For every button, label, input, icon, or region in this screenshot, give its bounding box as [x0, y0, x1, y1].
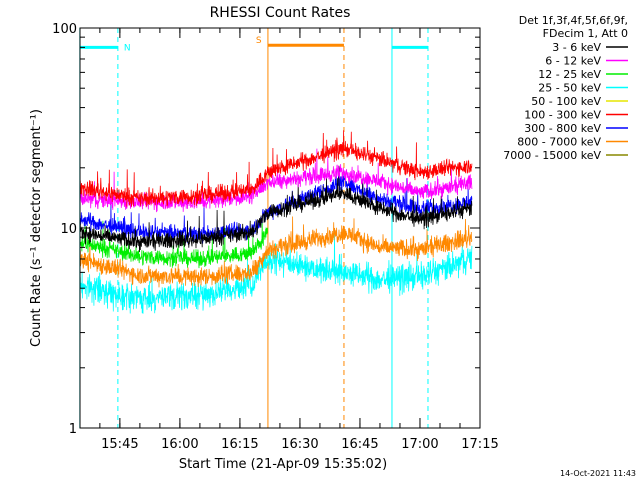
legend-label: 300 - 800 keV [524, 122, 601, 135]
legend-label: 3 - 6 keV [552, 41, 601, 54]
annotation-label: N [124, 43, 131, 53]
x-tick-label: 16:00 [161, 437, 198, 452]
series-line [79, 165, 473, 253]
annotation-label: S [256, 36, 262, 46]
y-tick-label: 10 [60, 222, 77, 237]
legend-label: 50 - 100 keV [531, 95, 601, 108]
x-axis-label: Start Time (21-Apr-09 15:35:02) [179, 457, 387, 472]
x-tick-label: 17:15 [461, 437, 498, 452]
timestamp: 14-Oct-2021 11:43 [560, 469, 636, 478]
series-line [79, 216, 473, 288]
series-line [79, 220, 269, 269]
x-tick-label: 16:45 [341, 437, 378, 452]
legend-label: 7000 - 15000 keV [503, 149, 601, 162]
legend-label: 100 - 300 keV [524, 109, 601, 122]
series-line [79, 130, 473, 207]
chart-title: RHESSI Count Rates [210, 5, 351, 21]
series-line [79, 148, 473, 213]
y-tick-label: 1 [69, 422, 77, 437]
legend-label: 800 - 7000 keV [517, 136, 601, 149]
plot-frame [79, 27, 481, 429]
plot-area [79, 130, 473, 314]
legend-label: 6 - 12 keV [545, 55, 601, 68]
x-tick-label: 17:00 [401, 437, 438, 452]
legend-label: 25 - 50 keV [538, 82, 601, 95]
x-tick-label: 15:45 [101, 437, 138, 452]
x-tick-label: 16:15 [221, 437, 258, 452]
y-tick-label: 100 [52, 22, 77, 37]
legend-label: 12 - 25 keV [538, 68, 601, 81]
y-axis-label: Count Rate (s⁻¹ detector segment⁻¹) [29, 109, 44, 347]
legend-header-line-1: Det 1f,3f,4f,5f,6f,9f, [519, 14, 628, 27]
axes: 1 10 100 15:45 16:00 16:15 16:30 16:45 17:00 17:1… [52, 22, 499, 452]
legend-header-line-2: FDecim 1, Att 0 [543, 27, 628, 40]
x-tick-label: 16:30 [281, 437, 318, 452]
